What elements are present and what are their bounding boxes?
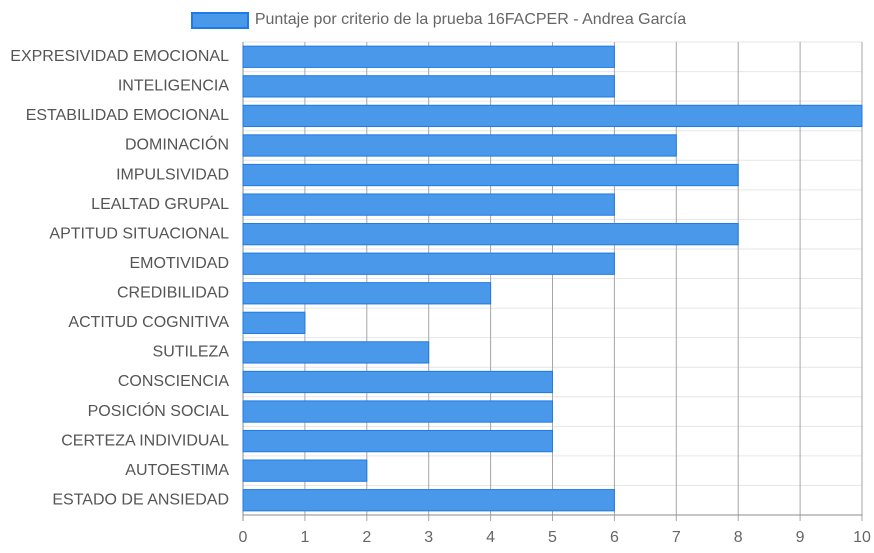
category-label: IMPULSIVIDAD bbox=[116, 166, 229, 183]
bar[interactable] bbox=[242, 252, 615, 275]
x-tick-label: 0 bbox=[239, 529, 248, 546]
category-label: CERTEZA INDIVIDUAL bbox=[61, 432, 229, 449]
bar[interactable] bbox=[242, 45, 615, 68]
legend-label: Puntaje por criterio de la prueba 16FACP… bbox=[254, 11, 687, 28]
category-label: EMOTIVIDAD bbox=[129, 255, 229, 272]
category-label: CONSCIENCIA bbox=[118, 373, 229, 390]
x-tick-label: 6 bbox=[610, 529, 619, 546]
chart-legend[interactable]: Puntaje por criterio de la prueba 16FACP… bbox=[0, 8, 874, 32]
bar[interactable] bbox=[242, 282, 492, 305]
legend-swatch bbox=[190, 11, 249, 29]
category-label: SUTILEZA bbox=[153, 344, 230, 361]
x-tick-label: 2 bbox=[362, 529, 371, 546]
x-tick-label: 5 bbox=[548, 529, 557, 546]
category-label: CREDIBILIDAD bbox=[117, 285, 229, 302]
bars bbox=[242, 45, 863, 512]
category-label: LEALTAD GRUPAL bbox=[91, 196, 229, 213]
x-tick-label: 10 bbox=[853, 529, 871, 546]
bar[interactable] bbox=[242, 370, 553, 394]
bar[interactable] bbox=[242, 489, 615, 512]
bar[interactable] bbox=[242, 400, 553, 423]
bar[interactable] bbox=[242, 459, 368, 482]
bar[interactable] bbox=[242, 429, 553, 453]
bar[interactable] bbox=[242, 75, 615, 98]
category-label: APTITUD SITUACIONAL bbox=[49, 225, 229, 242]
category-label: POSICIÓN SOCIAL bbox=[88, 401, 229, 420]
category-labels: EXPRESIVIDAD EMOCIONAL INTELIGENCIA ESTABI… bbox=[10, 48, 229, 508]
bar[interactable] bbox=[242, 104, 863, 128]
x-tick-label: 1 bbox=[300, 529, 309, 546]
x-tick-label: 3 bbox=[424, 529, 433, 546]
x-tick-label: 4 bbox=[486, 529, 495, 546]
category-label: DOMINACIÓN bbox=[125, 135, 229, 154]
category-label: ACTITUD COGNITIVA bbox=[68, 314, 229, 331]
category-label: EXPRESIVIDAD EMOCIONAL bbox=[10, 48, 229, 65]
category-label: ESTADO DE ANSIEDAD bbox=[52, 491, 229, 508]
x-tick-label: 8 bbox=[734, 529, 743, 546]
bar[interactable] bbox=[242, 134, 677, 157]
bar[interactable] bbox=[242, 311, 306, 334]
bar[interactable] bbox=[242, 223, 739, 246]
category-label: INTELIGENCIA bbox=[118, 78, 229, 95]
bar[interactable] bbox=[242, 163, 739, 187]
category-label: AUTOESTIMA bbox=[125, 462, 229, 479]
x-tick-label: 7 bbox=[672, 529, 681, 546]
x-tick-labels: 0 1 2 3 4 5 6 7 8 9 10 bbox=[239, 529, 871, 546]
bar[interactable] bbox=[242, 341, 430, 364]
category-label: ESTABILIDAD EMOCIONAL bbox=[26, 107, 229, 124]
x-tick-label: 9 bbox=[796, 529, 805, 546]
bar[interactable] bbox=[242, 193, 615, 216]
